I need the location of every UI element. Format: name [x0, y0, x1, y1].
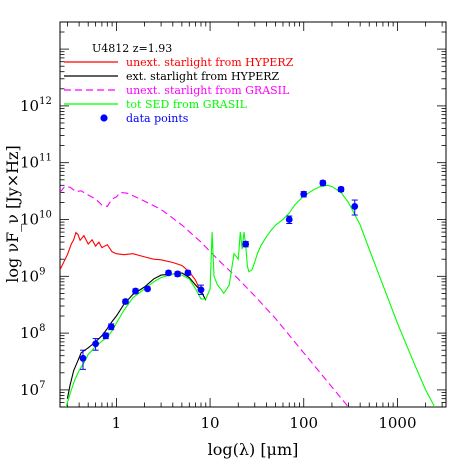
y-tick-label: 107	[20, 380, 45, 399]
data-point	[102, 332, 110, 340]
legend-entry: unext. starlight from HYPERZ	[64, 56, 294, 69]
data-points-layer	[79, 179, 359, 370]
series-line-4	[65, 184, 436, 407]
legend-entry: ext. starlight from HYPERZ	[64, 70, 280, 83]
series-layer	[60, 184, 436, 407]
x-tick-label: 100	[289, 414, 318, 432]
series-line-3	[60, 186, 350, 407]
legend-entry: data points	[100, 112, 189, 125]
x-tick-labels: 1 10 100 1000	[112, 414, 417, 432]
plot-frame	[59, 21, 447, 408]
x-tick-label: 10	[201, 414, 220, 432]
y-tick-label: 109	[20, 266, 45, 285]
y-axis-label: log νF_ν [Jy×Hz]	[3, 145, 22, 282]
data-point	[285, 215, 293, 225]
svg-text:unext. starlight from HYPERZ: unext. starlight from HYPERZ	[126, 56, 294, 69]
data-point	[79, 349, 87, 370]
series-line-1	[60, 231, 202, 293]
axis-ticks	[60, 21, 446, 408]
x-tick-label: 1	[112, 414, 122, 432]
data-point	[300, 190, 308, 198]
legend: U4812 z=1.93 unext. starlight from HYPER…	[64, 42, 294, 125]
data-point	[184, 269, 192, 277]
svg-text:tot SED from GRASIL: tot SED from GRASIL	[126, 98, 248, 111]
x-axis-label: log(λ) [μm]	[208, 440, 299, 459]
y-tick-label: 108	[20, 323, 45, 342]
svg-text:data points: data points	[126, 112, 189, 125]
data-point	[351, 199, 359, 216]
data-point	[174, 270, 181, 278]
data-point	[242, 240, 250, 248]
x-tick-label: 1000	[378, 414, 416, 432]
data-point	[107, 323, 115, 331]
y-tick-labels: 107 108 109 1010 1011 1012	[20, 96, 52, 399]
object-label: U4812 z=1.93	[92, 42, 172, 55]
svg-text:unext. starlight from GRASIL: unext. starlight from GRASIL	[126, 84, 290, 97]
y-tick-label: 1011	[20, 153, 52, 172]
data-point	[144, 285, 151, 293]
data-point	[122, 298, 129, 305]
data-point	[337, 185, 345, 193]
legend-entry: tot SED from GRASIL	[64, 98, 248, 111]
data-point	[92, 338, 100, 351]
data-point	[319, 179, 327, 187]
legend-entry: unext. starlight from GRASIL	[64, 84, 290, 97]
data-point	[197, 284, 205, 295]
y-tick-label: 1012	[20, 96, 52, 115]
svg-text:ext. starlight from HYPERZ: ext. starlight from HYPERZ	[126, 70, 280, 83]
data-point	[165, 269, 172, 277]
y-tick-label: 1010	[20, 210, 52, 229]
data-point	[132, 287, 139, 295]
